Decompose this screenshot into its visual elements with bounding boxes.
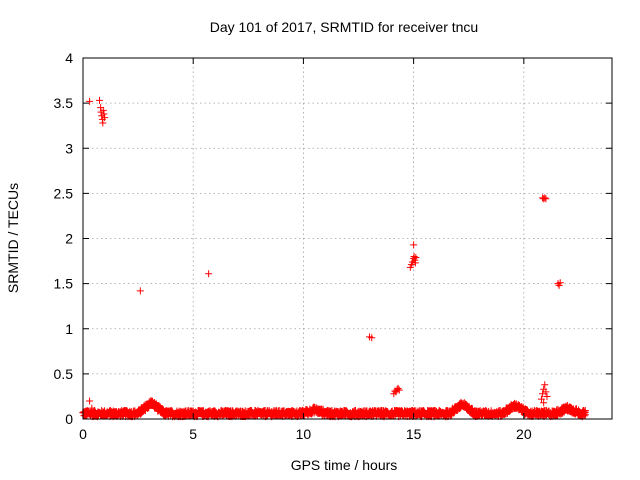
data-point [101, 114, 109, 122]
data-point [394, 384, 402, 392]
x-tick-label: 20 [516, 426, 532, 442]
y-tick-label: 2 [65, 231, 73, 247]
data-point [412, 253, 420, 261]
data-point [99, 119, 107, 127]
data-point [456, 400, 464, 408]
data-point [410, 253, 418, 261]
data-points [79, 96, 589, 421]
data-point [539, 390, 547, 398]
axis-ticks [82, 57, 612, 420]
data-point [368, 334, 376, 342]
data-point [147, 397, 155, 405]
chart-title: Day 101 of 2017, SRMTID for receiver tnc… [210, 19, 478, 35]
y-axis-label: SRMTID / TECUs [5, 183, 21, 293]
data-point [96, 96, 104, 104]
y-tick-label: 0 [65, 411, 73, 427]
data-point [86, 97, 94, 105]
data-point [541, 381, 549, 389]
grid-lines [83, 58, 612, 419]
y-tick-label: 3 [65, 140, 73, 156]
data-point [148, 401, 156, 409]
data-point [542, 195, 550, 203]
y-tick-label: 1 [65, 321, 73, 337]
data-point [136, 287, 144, 295]
baseline-point [581, 411, 589, 419]
y-tick-label: 2.5 [54, 185, 74, 201]
data-point [99, 106, 107, 114]
data-point [88, 404, 96, 412]
x-tick-label: 5 [189, 426, 197, 442]
y-tick-label: 0.5 [54, 366, 74, 382]
data-point [100, 110, 108, 118]
data-point [460, 399, 468, 407]
data-point [540, 399, 548, 407]
x-tick-label: 0 [79, 426, 87, 442]
data-point [410, 241, 418, 249]
y-tick-label: 1.5 [54, 276, 74, 292]
plot-frame [82, 57, 613, 420]
data-point [542, 388, 550, 396]
x-tick-label: 10 [296, 426, 312, 442]
data-point [541, 194, 549, 202]
data-point [205, 270, 213, 278]
x-tick-label: 15 [406, 426, 422, 442]
x-axis-label: GPS time / hours [291, 457, 398, 473]
data-point [537, 395, 545, 403]
y-tick-label: 4 [65, 50, 73, 66]
data-point [543, 392, 551, 400]
data-point [395, 386, 403, 394]
y-tick-label: 3.5 [54, 95, 74, 111]
data-point [556, 279, 564, 287]
data-point [86, 397, 94, 405]
